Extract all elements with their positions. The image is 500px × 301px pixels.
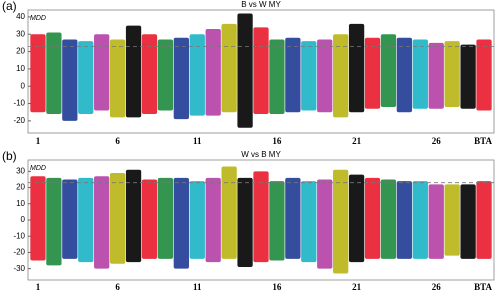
y-tick-label: 10 [16, 199, 25, 208]
y-tick-label: 20 [16, 47, 25, 56]
chromosome-range [460, 184, 476, 259]
chromosome-range [157, 39, 174, 111]
chromosome-range [269, 39, 285, 114]
chromosome-range [380, 179, 397, 259]
chromosome-range [301, 41, 317, 111]
chromosome-range [317, 39, 333, 113]
y-tick-label: 10 [16, 64, 25, 73]
chromosome-range [62, 39, 78, 121]
chromosome-range [460, 44, 476, 109]
chromosome-range [46, 32, 62, 114]
chromosome-range [285, 37, 301, 113]
x-tick-label: 21 [352, 136, 362, 146]
y-tick-label: -20 [13, 116, 25, 125]
chart-title: W vs B MY [241, 150, 281, 159]
chromosome-range [237, 13, 253, 128]
chromosome-range [205, 177, 221, 263]
chromosome-range [444, 184, 460, 256]
chromosome-range [173, 37, 189, 120]
y-tick-label: 0 [21, 215, 26, 224]
y-tick-label: 0 [21, 81, 26, 90]
chromosome-range [444, 41, 460, 108]
chromosome-range [221, 166, 237, 259]
x-axis-label: BTA [474, 136, 492, 146]
plot-frame [27, 9, 495, 134]
chromosome-range [94, 176, 110, 269]
chromosome-range [30, 34, 46, 113]
y-tick-label: -30 [13, 264, 25, 273]
x-tick-label: 16 [272, 282, 282, 292]
chromosome-range [30, 176, 46, 261]
x-tick-label: 26 [432, 136, 442, 146]
chromosome-range [364, 177, 381, 259]
chromosome-range [476, 181, 492, 259]
y-tick-label: 20 [16, 183, 25, 192]
x-tick-label: 1 [36, 136, 41, 146]
chromosome-range [269, 181, 285, 261]
y-axis-label: MDD [30, 165, 46, 172]
x-tick-label: 11 [193, 282, 202, 292]
chromosome-range [285, 177, 301, 259]
chromosome-range [237, 177, 253, 268]
chromosome-range [412, 39, 428, 109]
panel-label: (a) [2, 0, 17, 13]
chromosome-range [317, 179, 333, 269]
chromosome-range [428, 42, 444, 109]
x-tick-label: 16 [272, 136, 282, 146]
x-tick-label: 1 [36, 282, 41, 292]
chromosome-range [301, 181, 317, 263]
y-tick-label: 30 [16, 166, 25, 175]
chromosome-range [78, 177, 94, 263]
chromosome-range [125, 169, 142, 263]
chromosome-range [125, 25, 142, 118]
y-tick-label: -20 [13, 248, 25, 257]
y-axis-label: MDD [30, 15, 46, 22]
y-tick-label: 30 [16, 29, 25, 38]
chromosome-range [253, 27, 269, 114]
chromosome-range [141, 34, 158, 114]
chromosome-range [412, 181, 428, 259]
chromosome-range [157, 177, 174, 259]
chromosome-range [94, 34, 110, 111]
chromosome-range [189, 181, 205, 259]
chromosome-range [396, 37, 413, 113]
x-tick-label: 26 [432, 282, 442, 292]
y-tick-label: 40 [16, 12, 25, 21]
chromosome-range [333, 169, 349, 274]
chromosome-range [189, 34, 205, 116]
chromosome-range [109, 39, 126, 118]
chromosome-range [46, 177, 62, 266]
chromosome-range [428, 184, 444, 259]
y-tick-label: -10 [13, 99, 25, 108]
chromosome-range [348, 23, 365, 113]
chromosome-range [253, 171, 269, 263]
panel-label: (b) [2, 149, 17, 163]
x-tick-label: 11 [193, 136, 202, 146]
chromosome-range [78, 41, 94, 114]
x-tick-label: 6 [115, 136, 120, 146]
x-axis-label: BTA [474, 282, 492, 292]
chromosome-range [173, 177, 189, 269]
chart-title: B vs W MY [241, 0, 281, 9]
x-tick-label: 6 [115, 282, 120, 292]
x-tick-label: 21 [352, 282, 362, 292]
chromosome-range [221, 23, 237, 113]
y-tick-label: -10 [13, 231, 25, 240]
chromosome-range [109, 172, 126, 264]
chromosome-range [333, 34, 349, 118]
chromosome-range [380, 34, 397, 108]
chromosome-range [141, 179, 158, 259]
chromosome-range [364, 37, 381, 109]
chromosome-range [205, 29, 221, 116]
chromosome-range [348, 174, 365, 263]
chromosome-range [476, 39, 492, 111]
chromosome-range [62, 179, 78, 259]
chromosome-range [396, 181, 413, 259]
